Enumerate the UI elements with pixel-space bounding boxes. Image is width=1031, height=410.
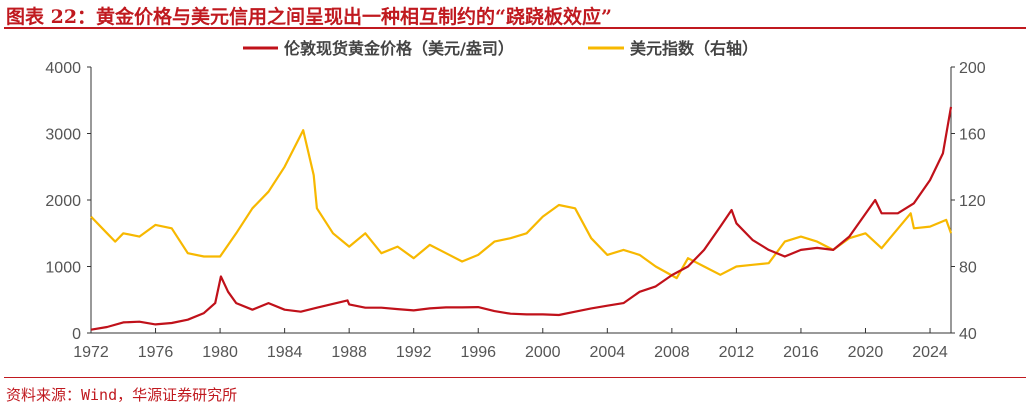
y-left-tick-label: 1000 [45, 260, 81, 277]
chart-title: 图表 22：黄金价格与美元信用之间呈现出一种相互制约的“跷跷板效应” [6, 6, 612, 28]
y-right-tick-label: 160 [959, 127, 986, 144]
y-left-tick-label: 2000 [45, 193, 81, 210]
x-tick-label: 2012 [719, 344, 755, 361]
x-tick-label: 1976 [138, 344, 174, 361]
x-tick-label: 1972 [73, 344, 109, 361]
x-tick-label: 2024 [912, 344, 948, 361]
y-left-tick-label: 4000 [45, 60, 81, 77]
y-left-tick-label: 0 [72, 326, 81, 343]
chart: 0 1000 2000 3000 4000 40 80 120 160 200 1972 1976 19… [45, 39, 986, 361]
gold-price-series-line [90, 106, 953, 331]
x-tick-label: 1996 [460, 344, 496, 361]
source-note: 资料来源：Wind，华源证券研究所 [6, 386, 238, 404]
legend-gold-label: 伦敦现货黄金价格（美元/盎司） [284, 39, 514, 58]
x-tick-label: 2004 [590, 344, 626, 361]
x-tick-label: 2020 [848, 344, 884, 361]
y-right-tick-label: 200 [959, 60, 986, 77]
x-tick-label: 1984 [267, 344, 303, 361]
legend-dxy-label: 美元指数（右轴） [630, 39, 758, 58]
y-right-tick-label: 80 [959, 260, 977, 277]
x-tick-label: 1980 [202, 344, 238, 361]
title-divider [4, 27, 1026, 29]
dxy-series-line [90, 129, 953, 280]
x-tick-label: 1992 [396, 344, 432, 361]
source-divider [4, 377, 1026, 378]
x-tick-label: 1988 [331, 344, 367, 361]
x-tick-label: 2008 [654, 344, 690, 361]
y-right-tick-label: 40 [959, 326, 977, 343]
x-tick-label: 2016 [783, 344, 819, 361]
y-right-tick-label: 120 [959, 193, 986, 210]
y-left-tick-label: 3000 [45, 127, 81, 144]
x-tick-label: 2000 [525, 344, 561, 361]
